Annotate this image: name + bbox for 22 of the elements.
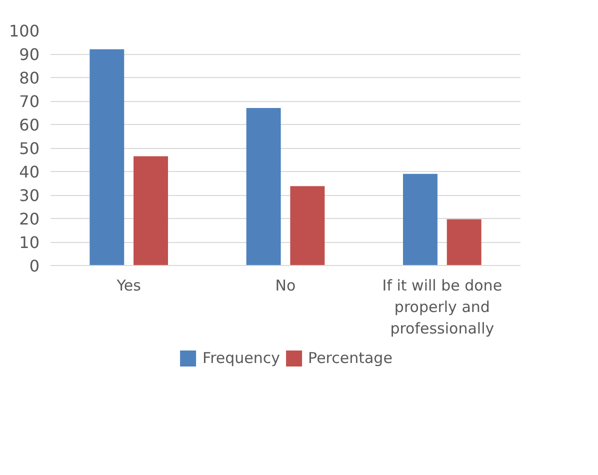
bar xyxy=(134,156,168,266)
y-tick-label: 60 xyxy=(19,116,40,134)
y-tick-label: 30 xyxy=(19,186,40,205)
bar xyxy=(290,186,325,266)
x-tick-label: Yes xyxy=(116,276,142,294)
y-tick-label: 20 xyxy=(19,210,40,228)
y-tick-label: 50 xyxy=(19,139,40,158)
legend-label: Frequency xyxy=(202,349,280,367)
bar xyxy=(446,219,482,266)
y-tick-label: 90 xyxy=(19,45,40,64)
bar xyxy=(90,49,124,266)
legend-label: Percentage xyxy=(308,349,392,367)
y-tick-label: 0 xyxy=(29,256,40,276)
x-tick-label: No xyxy=(275,276,296,294)
bar xyxy=(246,108,281,266)
bar xyxy=(403,174,438,266)
y-tick-label: 40 xyxy=(19,162,40,182)
y-tick-label: 100 xyxy=(8,22,40,40)
y-tick-label: 80 xyxy=(19,68,40,88)
y-tick-label: 70 xyxy=(19,92,40,111)
x-tick-label: If it will be done properly and professionally xyxy=(382,276,502,338)
y-tick-label: 10 xyxy=(19,233,40,252)
